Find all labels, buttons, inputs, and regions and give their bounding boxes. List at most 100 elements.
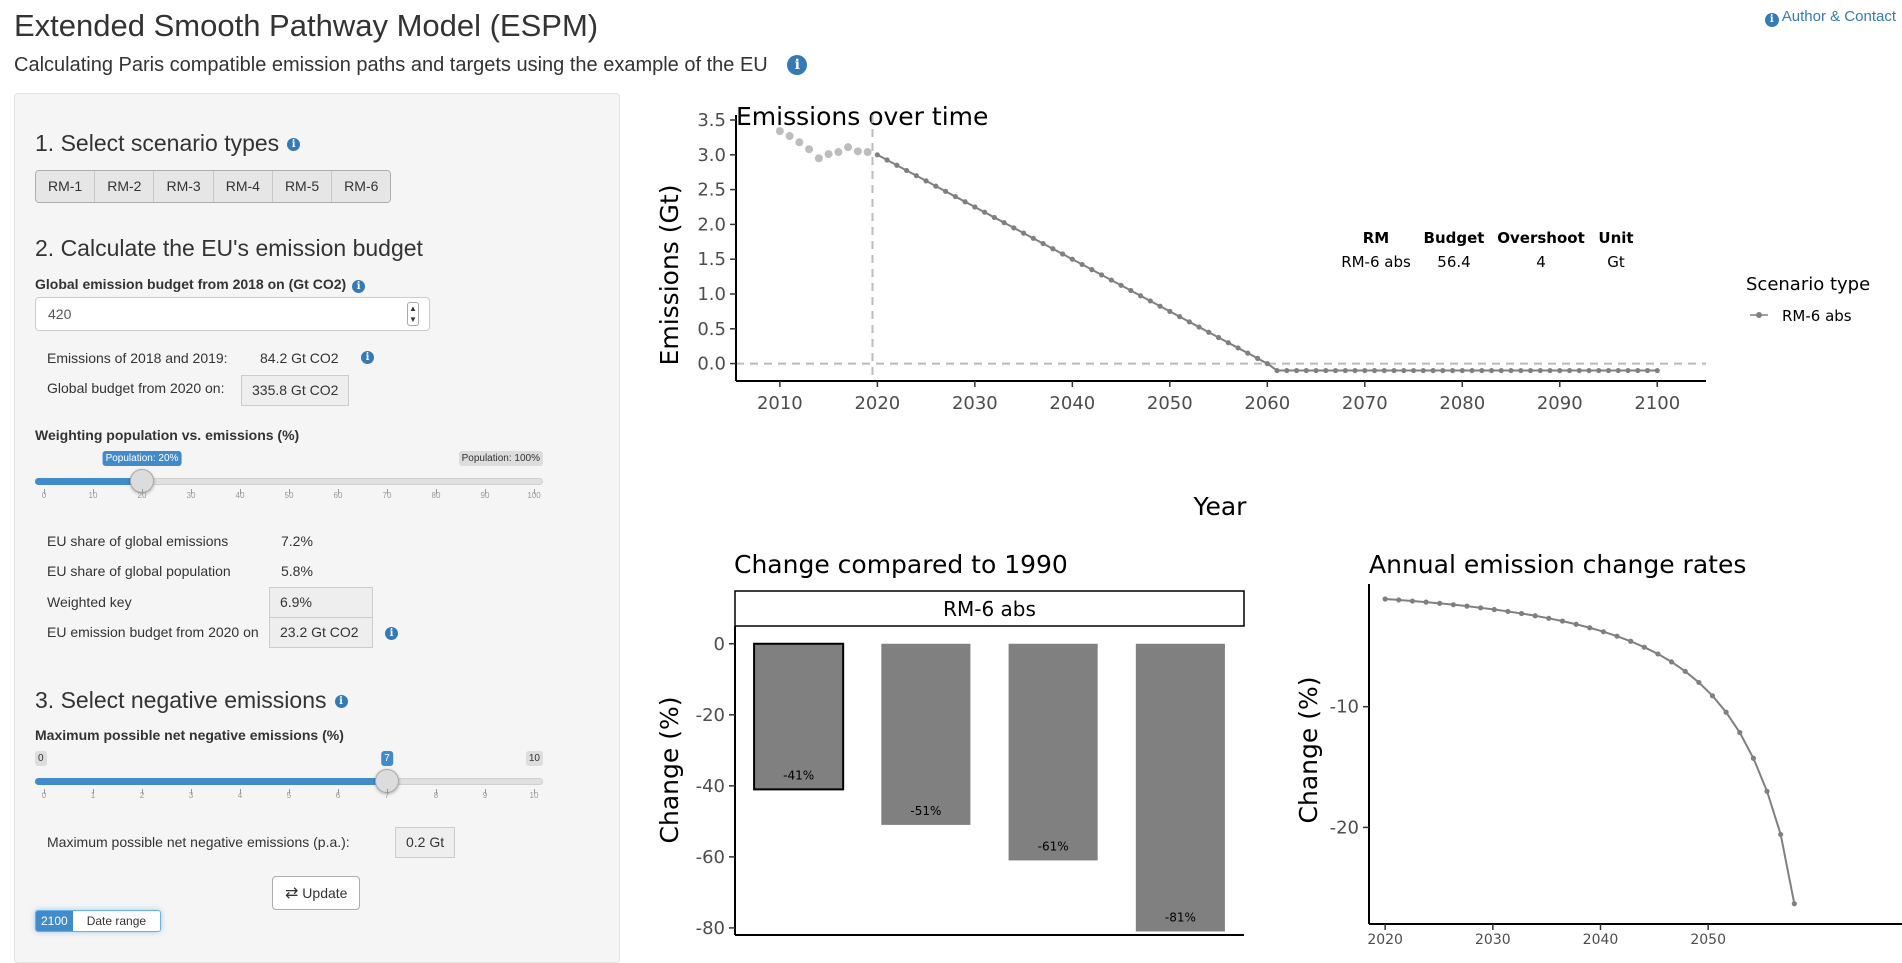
scenario-point (981, 209, 988, 215)
update-button[interactable]: ⇄ Update (272, 876, 361, 910)
slider-tick (534, 789, 535, 794)
slider-tick-label: 30 (186, 491, 196, 500)
scenario-point (942, 188, 949, 194)
chart-axes: 2020 2030 2040 2050 -10 -20 (1330, 584, 1902, 946)
scenario-point (1167, 308, 1173, 314)
slider-tick (142, 489, 143, 494)
emissions-2018-2019-label: Emissions of 2018 and 2019: (47, 350, 228, 366)
slider-tick (485, 789, 486, 794)
info-icon[interactable]: i (352, 280, 366, 293)
negative-emissions-slider[interactable]: 7 0 10 0 1 2 3 4 5 6 7 8 9 10 (35, 751, 543, 811)
subtitle-text: Calculating Paris compatible emission pa… (14, 54, 768, 76)
scenario-rm5-button[interactable]: RM-5 (272, 171, 333, 202)
scenario-rm6-button[interactable]: RM-6 (332, 171, 391, 202)
scenario-rm2-button[interactable]: RM-2 (95, 171, 155, 202)
scenario-point (1030, 235, 1036, 241)
slider-tick-label: 20 (137, 491, 147, 500)
info-icon[interactable]: i (385, 627, 398, 640)
x-tick-label: 2050 (1690, 932, 1726, 946)
slider-tick-label: 100 (527, 491, 541, 500)
info-icon[interactable]: i (334, 695, 348, 708)
chart-axes: 0 -20 -40 -60 -80 (696, 626, 1244, 939)
scenario-point (1352, 367, 1358, 374)
historical-point (814, 154, 823, 163)
scenario-point (1069, 256, 1075, 262)
scenario-point (1420, 367, 1426, 374)
bar (1008, 643, 1098, 861)
section-budget-title: 2. Calculate the EU's emission budget (35, 235, 423, 261)
bar-series: -41% -51% -61% -81% (753, 642, 1225, 932)
scenario-point (1215, 334, 1222, 341)
scenario-point (1527, 367, 1534, 374)
scenario-point (1137, 293, 1144, 299)
historical-point (844, 143, 853, 152)
global-budget-input[interactable]: 420 ▲ ▼ (35, 297, 430, 331)
scenario-point (1654, 367, 1660, 374)
table-cell: 56.4 (1437, 253, 1470, 271)
historical-point (795, 138, 804, 147)
scenario-point (1605, 367, 1612, 374)
scenario-point (1225, 340, 1231, 346)
scenario-point (952, 193, 958, 200)
slider-tick (338, 489, 339, 494)
change-rate-point (1750, 755, 1757, 761)
scenario-point (1176, 314, 1183, 320)
slider-min-label: 0 (35, 751, 47, 766)
slider-tick-label: 9 (482, 791, 488, 800)
scenario-point (874, 152, 880, 158)
table-cell: 4 (1536, 253, 1546, 271)
scenario-point (884, 157, 890, 163)
x-tick-label: 2040 (1049, 393, 1095, 414)
eu-share-population-label: EU share of global population (47, 563, 231, 579)
slider-tick-label: 60 (333, 491, 343, 500)
change-rate-line (1385, 598, 1796, 904)
scenario-point (1284, 367, 1290, 374)
scenario-rm1-button[interactable]: RM-1 (36, 171, 96, 202)
scenario-point (1644, 367, 1651, 374)
date-range-toggle[interactable]: 2100 Date range (35, 910, 162, 932)
bar-label: -81% (1165, 910, 1196, 924)
historical-point (805, 145, 814, 154)
change-rate-point (1478, 605, 1484, 611)
chart-title: Change compared to 1990 (734, 550, 1068, 579)
change-rate-point (1382, 596, 1388, 602)
number-spinner[interactable]: ▲ ▼ (407, 302, 419, 326)
info-icon[interactable]: i (361, 351, 374, 364)
y-axis-label: Change (%) (1294, 677, 1323, 824)
y-tick-label: -20 (696, 705, 725, 726)
y-tick-label: 2.5 (697, 180, 726, 201)
scenario-point (1128, 287, 1134, 294)
scenario-point (1332, 367, 1339, 374)
historical-point (853, 147, 862, 156)
scenario-point (1098, 272, 1105, 278)
info-icon[interactable]: i (287, 138, 301, 151)
slider-tick (436, 489, 437, 494)
slider-tick (485, 489, 486, 494)
scenario-rm4-button[interactable]: RM-4 (213, 171, 273, 202)
negative-pa-value: 0.2 Gt (395, 827, 456, 858)
x-tick-label: 2100 (1634, 393, 1680, 414)
legend-title: Scenario type (1746, 274, 1870, 295)
scenario-rm3-button[interactable]: RM-3 (154, 171, 214, 202)
change-rate-point (1587, 625, 1593, 631)
scenario-point (1157, 303, 1163, 309)
eu-share-emissions-value: 7.2% (281, 533, 313, 549)
author-contact-link[interactable]: i Author & Contact (1764, 8, 1896, 27)
slider-ticks (35, 789, 543, 795)
change-rate-point (1764, 788, 1770, 794)
scenario-point (991, 214, 997, 221)
global-budget-label: Global emission budget from 2018 on (Gt … (35, 276, 366, 293)
slider-tick (338, 789, 339, 794)
weighting-slider[interactable]: Population: 20% Population: 100% 0 10 20 30… (35, 451, 543, 511)
section-scenario-label: 1. Select scenario types (35, 130, 280, 156)
global-budget-label-text: Global emission budget from 2018 on (Gt … (35, 276, 347, 292)
y-tick-label: -60 (696, 847, 725, 868)
info-icon[interactable]: i (787, 55, 808, 75)
change-rate-point (1600, 629, 1606, 635)
chart-title: Emissions over time (736, 102, 988, 131)
slider-tick-label: 70 (382, 491, 392, 500)
bar-label: -51% (910, 804, 941, 818)
change-rate-point (1628, 638, 1634, 644)
annual-change-rates-chart: Annual emission change rates 2020 2030 204… (1294, 550, 1902, 946)
scenario-point (1557, 367, 1563, 374)
